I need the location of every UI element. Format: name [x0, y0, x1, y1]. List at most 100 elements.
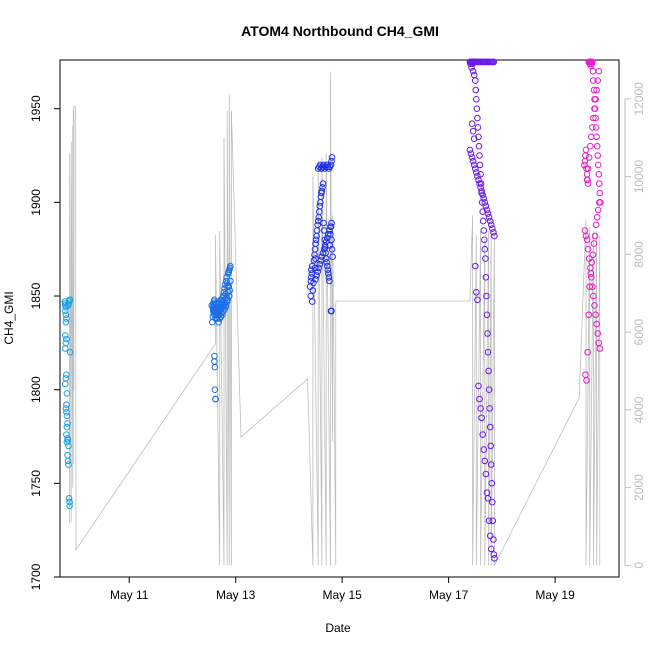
data-point: [62, 375, 70, 382]
data-point: [589, 283, 596, 291]
data-point: [468, 120, 476, 127]
data-point: [486, 423, 494, 431]
data-point: [63, 371, 70, 379]
x-tick-label: May 17: [429, 588, 469, 602]
data-point: [310, 279, 317, 287]
data-point: [320, 219, 327, 227]
data-point: [319, 184, 326, 191]
y-tick-label: 1900: [29, 189, 43, 216]
data-point: [490, 58, 498, 66]
data-point: [63, 335, 70, 343]
data-point: [588, 259, 596, 266]
data-point: [593, 320, 600, 328]
data-point: [592, 114, 599, 122]
data-point: [593, 133, 600, 141]
data-point: [209, 318, 216, 326]
y2-tick-label: 6000: [632, 318, 646, 345]
data-point: [478, 187, 485, 195]
data-point: [485, 517, 493, 525]
data-point: [218, 296, 226, 304]
data-point: [63, 408, 70, 416]
data-point: [584, 165, 592, 172]
data-point: [316, 208, 323, 215]
data-point: [324, 262, 331, 270]
data-point: [469, 157, 477, 165]
series-5: [581, 58, 604, 384]
data-point: [474, 114, 481, 122]
points-layer: [61, 58, 604, 562]
y2-tick-label: 2000: [632, 474, 646, 501]
x-axis: May 11 May 13 May 15 May 17 May 19: [110, 577, 575, 602]
data-point: [329, 253, 336, 261]
data-point: [476, 395, 483, 403]
y-tick-label: 1700: [29, 563, 43, 590]
data-point: [474, 296, 481, 304]
data-point: [489, 225, 496, 232]
y-tick-label: 1800: [29, 376, 43, 403]
data-point: [472, 77, 479, 84]
data-point: [478, 414, 485, 422]
data-point: [472, 86, 480, 94]
data-point: [581, 161, 588, 169]
series-2: [208, 262, 234, 403]
data-point: [475, 133, 482, 141]
data-point: [582, 146, 590, 154]
data-point: [473, 105, 481, 112]
data-point: [588, 274, 595, 281]
data-point: [64, 457, 72, 465]
data-point: [592, 311, 599, 319]
data-point: [62, 345, 69, 352]
x-tick-label: May 13: [216, 588, 256, 602]
data-point: [319, 180, 327, 187]
data-point: [327, 223, 334, 230]
data-point: [323, 259, 331, 266]
data-point: [319, 249, 327, 257]
data-point: [590, 77, 597, 84]
data-point: [487, 221, 495, 229]
data-point: [485, 214, 493, 221]
data-point: [328, 307, 335, 315]
data-point: [483, 206, 491, 214]
data-point: [475, 142, 483, 150]
data-point: [326, 227, 333, 234]
data-point: [328, 154, 336, 161]
data-point: [469, 127, 477, 135]
x-axis-label: Date: [325, 621, 351, 635]
data-point: [583, 171, 591, 178]
data-point: [309, 298, 316, 305]
series-3: [306, 154, 336, 315]
data-point: [480, 195, 488, 202]
data-point: [590, 86, 598, 94]
data-point: [66, 296, 74, 304]
data-point: [590, 114, 597, 122]
data-point: [477, 184, 484, 191]
data-point: [326, 277, 333, 285]
data-point: [486, 217, 494, 225]
data-point: [215, 318, 222, 326]
data-point: [65, 495, 73, 502]
data-point: [594, 161, 602, 169]
data-point: [328, 219, 335, 227]
data-point: [595, 171, 603, 178]
data-point: [308, 266, 315, 274]
data-point: [63, 315, 70, 322]
data-point: [482, 255, 489, 262]
data-point: [476, 180, 483, 187]
data-point: [65, 442, 72, 450]
y2-tick-label: 12000: [632, 82, 646, 116]
data-point: [223, 279, 231, 287]
altitude-line-layer: [69, 71, 601, 566]
data-point: [312, 236, 320, 244]
data-point: [62, 332, 69, 339]
data-point: [211, 363, 219, 371]
data-point: [63, 390, 71, 397]
data-point: [594, 330, 602, 337]
data-point: [489, 517, 497, 525]
y2-tick-label: 0: [632, 562, 646, 569]
data-point: [479, 191, 487, 199]
data-point: [325, 274, 333, 281]
data-point: [479, 217, 487, 225]
data-point: [473, 169, 480, 176]
data-point: [487, 442, 495, 450]
x-tick-label: May 15: [322, 588, 362, 602]
